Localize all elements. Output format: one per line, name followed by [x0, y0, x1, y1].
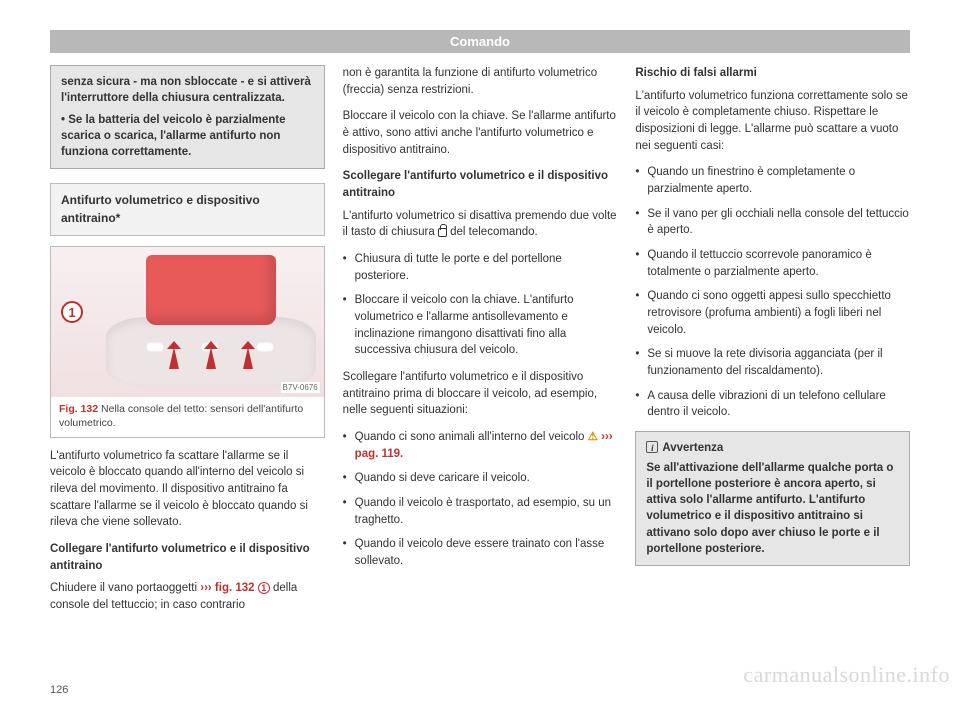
column-3: Rischio di falsi allarmi L'antifurto vol… — [635, 65, 910, 624]
crossref: ››› fig. 132 — [200, 582, 254, 594]
list-item: Quando il veicolo è trasportato, ad esem… — [343, 495, 618, 528]
subsection-heading: Collegare l'antifurto volumetrico e il d… — [50, 541, 325, 574]
column-1: senza sicura - ma non sbloccate - e si a… — [50, 65, 325, 624]
note-line-2: • Se la batteria del veicolo è parzialme… — [61, 112, 314, 160]
figure-arrow-icon — [206, 347, 216, 369]
note-box: senza sicura - ma non sbloccate - e si a… — [50, 65, 325, 169]
lock-icon — [438, 228, 447, 237]
chapter-header: Comando — [50, 30, 910, 53]
list-item: Chiusura di tutte le porte e del portell… — [343, 251, 618, 284]
list-item: Se il vano per gli occhiali nella consol… — [635, 206, 910, 239]
warning-title: i Avvertenza — [646, 440, 899, 456]
paragraph: non è garantita la funzione di antifurto… — [343, 65, 618, 98]
paragraph: L'antifurto volumetrico si disattiva pre… — [343, 208, 618, 241]
figure-code: B7V-0676 — [281, 382, 320, 394]
list-item: Bloccare il veicolo con la chiave. L'ant… — [343, 292, 618, 359]
bullet-list: Quando ci sono animali all'interno del v… — [343, 429, 618, 570]
list-item: Quando si deve caricare il veicolo. — [343, 470, 618, 487]
bullet-list: Quando un finestrino è completamente o p… — [635, 164, 910, 421]
figure-panel — [146, 255, 276, 325]
text: del telecomando. — [447, 226, 538, 238]
list-item: Quando un finestrino è completamente o p… — [635, 164, 910, 197]
figure-callout-1: 1 — [61, 301, 83, 323]
warning-triangle-icon: ⚠ — [588, 431, 598, 443]
paragraph: Chiudere il vano portaoggetti ››› fig. 1… — [50, 580, 325, 613]
figure-132: 1 B7V-0676 Fig. 132 Nella console del te… — [50, 246, 325, 437]
list-item: Quando il tettuccio scorrevole panoramic… — [635, 247, 910, 280]
manual-page: Comando senza sicura - ma non sbloccate … — [0, 0, 960, 708]
figure-image: 1 B7V-0676 — [51, 247, 324, 397]
figure-arrow-icon — [169, 347, 179, 369]
list-item: Se si muove la rete divisoria agganciata… — [635, 346, 910, 379]
paragraph: L'antifurto volumetrico fa scattare l'al… — [50, 448, 325, 531]
section-heading: Antifurto volumetrico e dispositivo anti… — [50, 183, 325, 236]
figure-lamp — [146, 342, 164, 352]
columns: senza sicura - ma non sbloccate - e si a… — [50, 65, 910, 624]
list-item: Quando il veicolo deve essere trainato c… — [343, 536, 618, 569]
text: Chiudere il vano portaoggetti — [50, 582, 200, 594]
list-item: A causa delle vibrazioni di un telefono … — [635, 388, 910, 421]
callout-circle-1: 1 — [258, 582, 270, 594]
note-line-1: senza sicura - ma non sbloccate - e si a… — [61, 74, 314, 106]
subsection-heading: Scollegare l'antifurto volumetrico e il … — [343, 168, 618, 201]
figure-arrow-icon — [243, 347, 253, 369]
figure-number: Fig. 132 — [59, 403, 98, 415]
paragraph: L'antifurto volumetrico funziona corrett… — [635, 88, 910, 155]
warning-title-text: Avvertenza — [662, 442, 723, 454]
paragraph: Scollegare l'antifurto volumetrico e il … — [343, 369, 618, 419]
bullet-list: Chiusura di tutte le porte e del portell… — [343, 251, 618, 359]
info-icon: i — [646, 441, 658, 453]
figure-caption: Fig. 132 Nella console del tetto: sensor… — [51, 397, 324, 436]
warning-body: Se all'attivazione dell'allarme qualche … — [646, 462, 893, 554]
list-item: Quando ci sono oggetti appesi sullo spec… — [635, 288, 910, 338]
figure-lamp — [256, 342, 274, 352]
column-2: non è garantita la funzione di antifurto… — [343, 65, 618, 624]
subsection-heading: Rischio di falsi allarmi — [635, 65, 910, 82]
page-number: 126 — [50, 684, 68, 696]
paragraph: Bloccare il veicolo con la chiave. Se l'… — [343, 108, 618, 158]
warning-box: i Avvertenza Se all'attivazione dell'alla… — [635, 431, 910, 566]
watermark: carmanualsonline.info — [743, 662, 950, 688]
list-item: Quando ci sono animali all'interno del v… — [343, 429, 618, 462]
text: Quando ci sono animali all'interno del v… — [355, 431, 588, 443]
